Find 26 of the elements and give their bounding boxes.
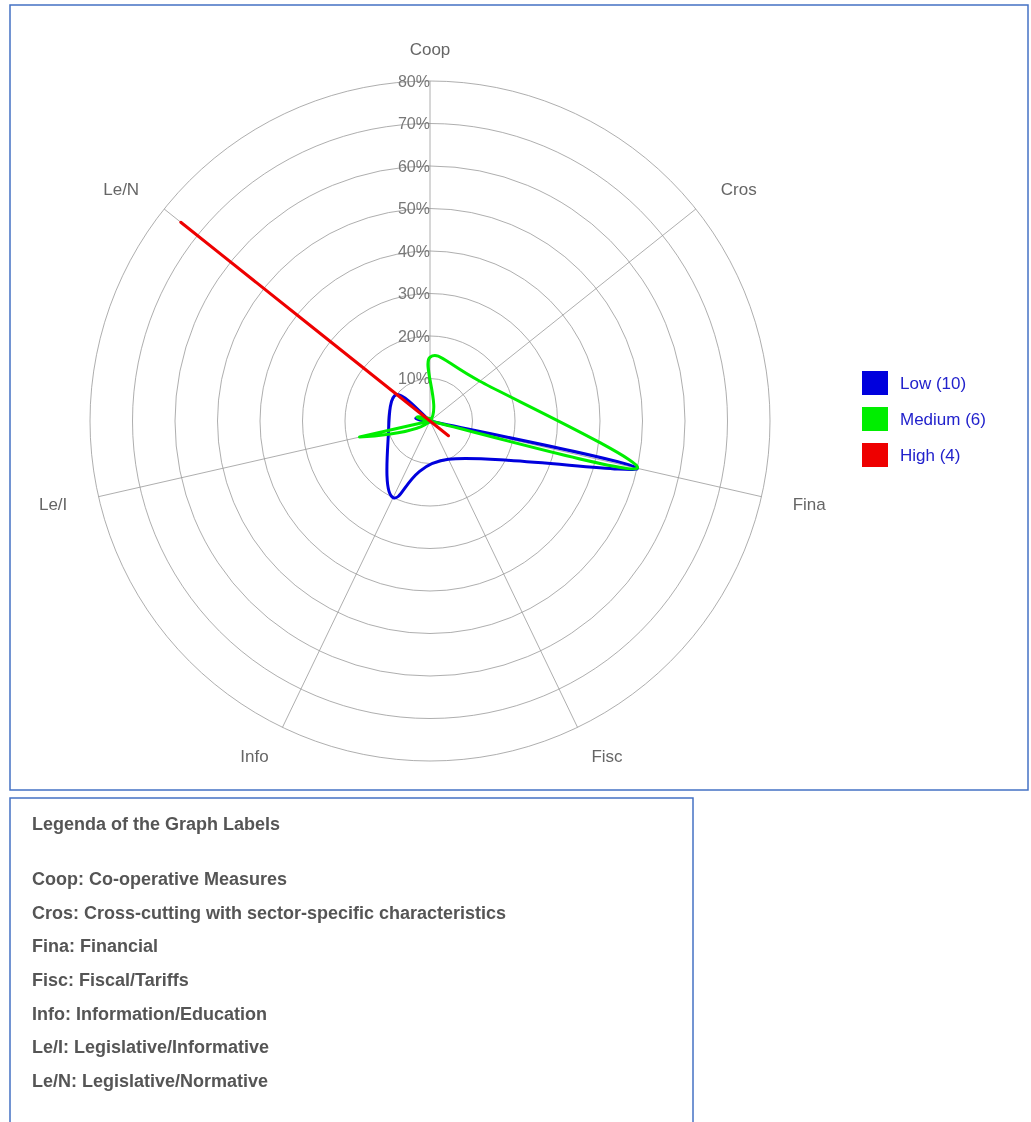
spoke-label: Info — [240, 747, 269, 767]
text: Fina: Financial — [32, 936, 159, 957]
y-tick-label: 20% — [397, 327, 430, 345]
text: Legenda of the Graph Labels — [32, 814, 281, 834]
y-tick-label: 70% — [397, 115, 430, 133]
text: Info: Information/Education — [32, 1003, 267, 1024]
y-tick-label: 50% — [397, 200, 430, 218]
spoke-label: Fina — [792, 494, 827, 514]
y-tick-label: 10% — [397, 370, 430, 388]
spoke-label: Le/I — [38, 494, 68, 514]
text: Le/N: Legislative/Normative — [32, 1070, 269, 1091]
spoke-label: Cros — [720, 180, 757, 200]
legend-label: Medium (6) — [900, 409, 986, 429]
spoke-label: Coop — [409, 39, 451, 59]
y-tick-label: 40% — [397, 242, 430, 260]
y-tick-label: 80% — [397, 72, 430, 90]
text: Cros: Cross-cutting with sector-specific characteristics — [32, 902, 507, 923]
legend-label: Low (10) — [900, 373, 967, 393]
text: Coop: Co-operative Measures — [32, 869, 288, 890]
y-tick-label: 60% — [397, 157, 430, 175]
text: Le/I: Legislative/Informative — [32, 1037, 270, 1058]
text: Fisc: Fiscal/Tariffs — [32, 970, 189, 990]
spoke-label: Le/N — [103, 180, 140, 200]
spoke-label: Fisc — [591, 747, 624, 767]
legend-label: High (4) — [900, 445, 961, 465]
y-tick-label: 30% — [397, 285, 430, 303]
